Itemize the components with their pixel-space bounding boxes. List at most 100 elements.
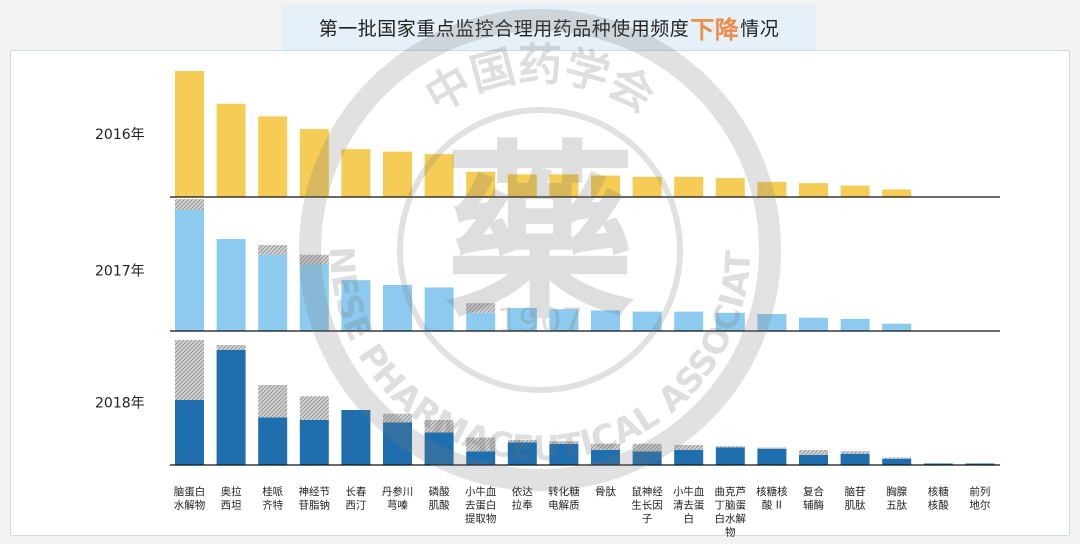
bar-0-2 xyxy=(258,116,288,197)
bar-2-16 xyxy=(840,453,870,465)
bar-1-7 xyxy=(466,312,496,331)
series-label-0: 2016年 xyxy=(95,127,145,143)
bar-1-6 xyxy=(424,287,454,331)
decline-2-7 xyxy=(466,437,496,452)
decline-2-14 xyxy=(757,447,787,449)
seal-ring xyxy=(299,9,781,491)
bar-0-7 xyxy=(466,171,496,197)
seal-center-char: 藥 xyxy=(445,124,635,345)
chart-title: 第一批国家重点监控合理用药品种使用频度 下降 情况 xyxy=(282,4,816,50)
bar-1-16 xyxy=(840,318,870,331)
series-label-1: 2017年 xyxy=(95,264,145,280)
bar-1-17 xyxy=(882,323,912,331)
decline-2-5 xyxy=(383,413,412,423)
category-label-19: 前列地尔 xyxy=(969,485,990,512)
decline-2-6 xyxy=(424,420,454,433)
bar-0-12 xyxy=(674,176,704,197)
category-label-14: 核糖核酸 II xyxy=(756,485,788,512)
bar-0-10 xyxy=(591,175,620,197)
category-label-18: 核糖核酸 xyxy=(928,485,949,512)
title-highlight: 下降 xyxy=(690,15,740,44)
seal-year: 1907 xyxy=(497,301,584,341)
decline-1-7 xyxy=(466,303,496,313)
decline-2-2 xyxy=(258,385,288,418)
decline-2-0 xyxy=(175,340,204,400)
bar-1-11 xyxy=(632,311,662,331)
category-label-9: 转化糖电解质 xyxy=(548,485,580,512)
series-label-2: 2018年 xyxy=(95,396,145,412)
title-tail: 情况 xyxy=(740,17,780,40)
category-label-15: 复合辅酶 xyxy=(803,485,824,512)
bar-2-12 xyxy=(674,450,704,465)
bar-2-7 xyxy=(466,451,496,465)
bar-2-1 xyxy=(216,350,246,465)
title-text: 第一批国家重点监控合理用药品种使用频度 xyxy=(318,17,690,40)
bar-1-3 xyxy=(299,264,329,331)
decline-2-16 xyxy=(840,451,870,454)
bar-1-2 xyxy=(258,254,288,331)
bar-2-11 xyxy=(632,451,662,465)
category-label-17: 胸腺五肽 xyxy=(886,485,907,512)
decline-2-3 xyxy=(299,396,329,420)
bar-2-17 xyxy=(882,458,912,465)
bar-1-14 xyxy=(757,314,787,331)
decline-1-3 xyxy=(299,254,329,265)
bar-0-0 xyxy=(175,71,204,197)
category-label-7: 小牛血去蛋白提取物 xyxy=(465,485,497,525)
bar-1-8 xyxy=(507,308,537,331)
bars-layer xyxy=(175,71,995,465)
bar-2-14 xyxy=(757,448,787,465)
bar-0-3 xyxy=(299,128,329,197)
bar-0-13 xyxy=(715,178,745,197)
bar-0-5 xyxy=(383,151,412,197)
bar-0-6 xyxy=(424,154,454,197)
decline-2-10 xyxy=(591,443,620,450)
bar-1-4 xyxy=(341,280,371,331)
bar-2-5 xyxy=(383,422,412,465)
bar-2-4 xyxy=(341,410,371,465)
bar-0-14 xyxy=(757,181,787,197)
bar-1-15 xyxy=(799,317,828,331)
decline-2-1 xyxy=(216,345,246,350)
category-label-16: 脑苷肌肽 xyxy=(845,485,866,512)
category-label-10: 骨肽 xyxy=(595,485,616,498)
axes-layer xyxy=(170,196,1000,466)
category-label-4: 长春西汀 xyxy=(345,486,366,512)
bar-0-9 xyxy=(549,174,579,197)
bar-0-17 xyxy=(882,189,912,197)
seal-inner-ring xyxy=(397,107,683,393)
decline-2-15 xyxy=(799,450,828,455)
bar-2-10 xyxy=(591,450,620,465)
bar-2-0 xyxy=(175,400,204,465)
bar-1-5 xyxy=(383,285,412,331)
bar-2-13 xyxy=(715,447,745,465)
bar-2-3 xyxy=(299,420,329,465)
labels-layer: 2016年 2017年 2018年脑蛋白水解物奥拉西坦桂哌齐特神经节苷脂钠长春西汀丹… xyxy=(95,127,990,539)
bar-0-16 xyxy=(840,185,870,197)
decline-1-0 xyxy=(175,199,204,210)
bar-2-2 xyxy=(258,417,288,465)
category-label-11: 鼠神经生长因子 xyxy=(631,485,663,525)
decline-1-2 xyxy=(258,245,288,255)
bar-0-1 xyxy=(216,103,246,197)
bar-0-15 xyxy=(799,183,828,197)
decline-2-12 xyxy=(674,445,704,450)
category-label-3: 神经节苷脂钠 xyxy=(299,485,331,512)
bar-1-9 xyxy=(549,309,579,331)
category-label-13: 曲克芦丁脑蛋白水解物 xyxy=(715,486,747,539)
bar-2-9 xyxy=(549,443,579,465)
bar-1-12 xyxy=(674,311,704,331)
bar-0-11 xyxy=(632,176,662,197)
category-label-2: 桂哌齐特 xyxy=(262,485,283,512)
decline-2-9 xyxy=(549,441,579,444)
category-label-0: 脑蛋白水解物 xyxy=(174,485,206,512)
category-label-6: 磷酸肌酸 xyxy=(429,485,450,512)
decline-2-13 xyxy=(715,446,745,448)
category-label-5: 丹参川芎嗪 xyxy=(382,485,414,512)
bar-2-8 xyxy=(507,442,537,465)
bar-0-8 xyxy=(507,174,537,197)
decline-2-8 xyxy=(507,440,537,443)
bar-2-6 xyxy=(424,432,454,465)
decline-2-17 xyxy=(882,457,912,459)
